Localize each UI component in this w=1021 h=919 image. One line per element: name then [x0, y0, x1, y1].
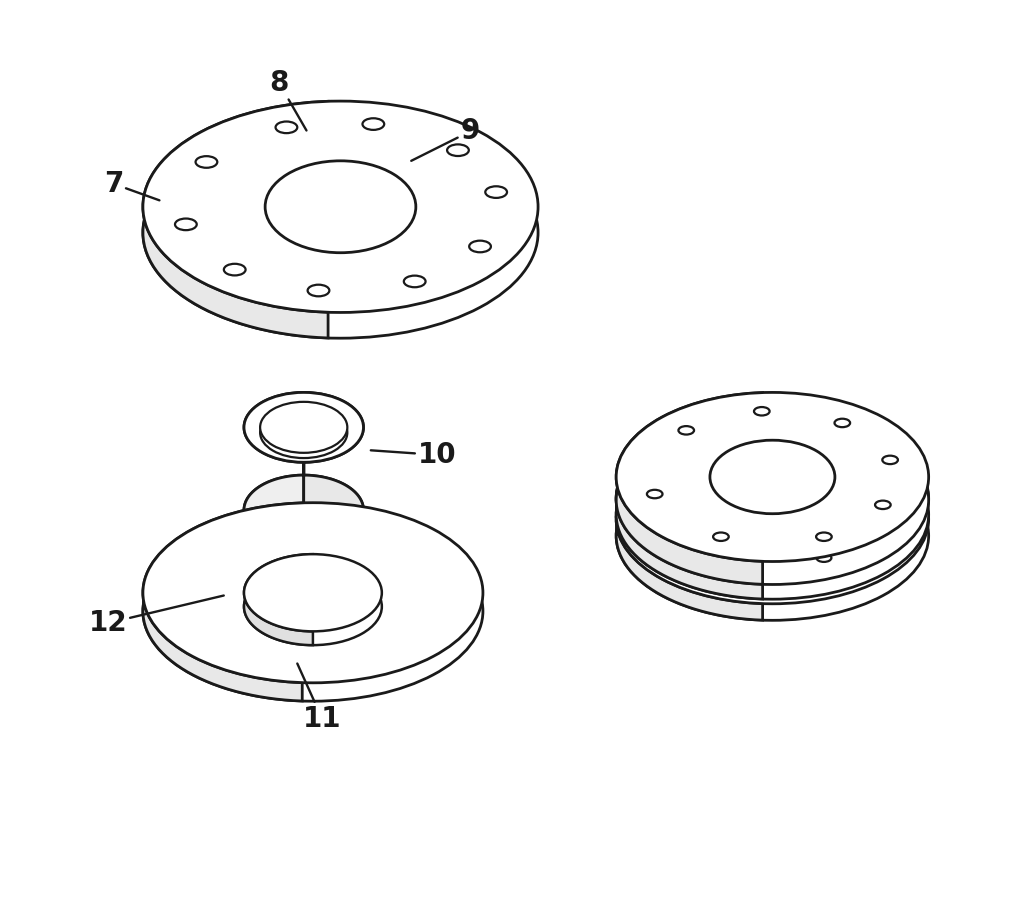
Polygon shape [617, 435, 763, 620]
Ellipse shape [710, 440, 835, 514]
Ellipse shape [816, 532, 832, 541]
Ellipse shape [143, 101, 538, 312]
Ellipse shape [307, 285, 330, 296]
Ellipse shape [713, 532, 729, 541]
Ellipse shape [260, 402, 347, 453]
Text: 12: 12 [89, 596, 224, 637]
Ellipse shape [678, 426, 694, 435]
Polygon shape [303, 392, 363, 545]
Ellipse shape [362, 119, 384, 130]
Polygon shape [244, 392, 303, 545]
Text: 11: 11 [297, 664, 341, 732]
Ellipse shape [714, 554, 728, 562]
Text: 7: 7 [104, 170, 159, 200]
Ellipse shape [404, 276, 426, 288]
Ellipse shape [447, 144, 469, 156]
Ellipse shape [875, 501, 890, 509]
Ellipse shape [617, 414, 929, 583]
Ellipse shape [196, 156, 217, 168]
Ellipse shape [143, 127, 538, 338]
Text: 10: 10 [371, 441, 456, 469]
Text: 9: 9 [411, 118, 480, 161]
Ellipse shape [244, 475, 363, 545]
Polygon shape [244, 554, 312, 645]
Ellipse shape [647, 511, 663, 519]
Ellipse shape [485, 187, 507, 198]
Ellipse shape [260, 407, 347, 458]
Ellipse shape [470, 241, 491, 253]
Ellipse shape [244, 392, 363, 462]
Polygon shape [143, 503, 302, 701]
Ellipse shape [265, 161, 416, 253]
Polygon shape [143, 101, 328, 338]
Ellipse shape [875, 522, 890, 530]
Ellipse shape [143, 503, 483, 683]
Ellipse shape [617, 392, 929, 562]
Ellipse shape [244, 554, 382, 631]
Ellipse shape [143, 521, 483, 701]
Polygon shape [617, 414, 763, 599]
Ellipse shape [882, 456, 897, 464]
Ellipse shape [753, 407, 770, 415]
Ellipse shape [276, 121, 297, 133]
Ellipse shape [617, 435, 929, 604]
Ellipse shape [817, 554, 831, 562]
Ellipse shape [175, 219, 197, 230]
Ellipse shape [617, 451, 929, 620]
Text: 8: 8 [270, 69, 306, 130]
Ellipse shape [244, 568, 382, 645]
Ellipse shape [224, 264, 246, 276]
Ellipse shape [617, 430, 929, 599]
Ellipse shape [834, 419, 850, 427]
Ellipse shape [647, 490, 663, 498]
Polygon shape [617, 392, 763, 584]
Ellipse shape [617, 415, 929, 584]
